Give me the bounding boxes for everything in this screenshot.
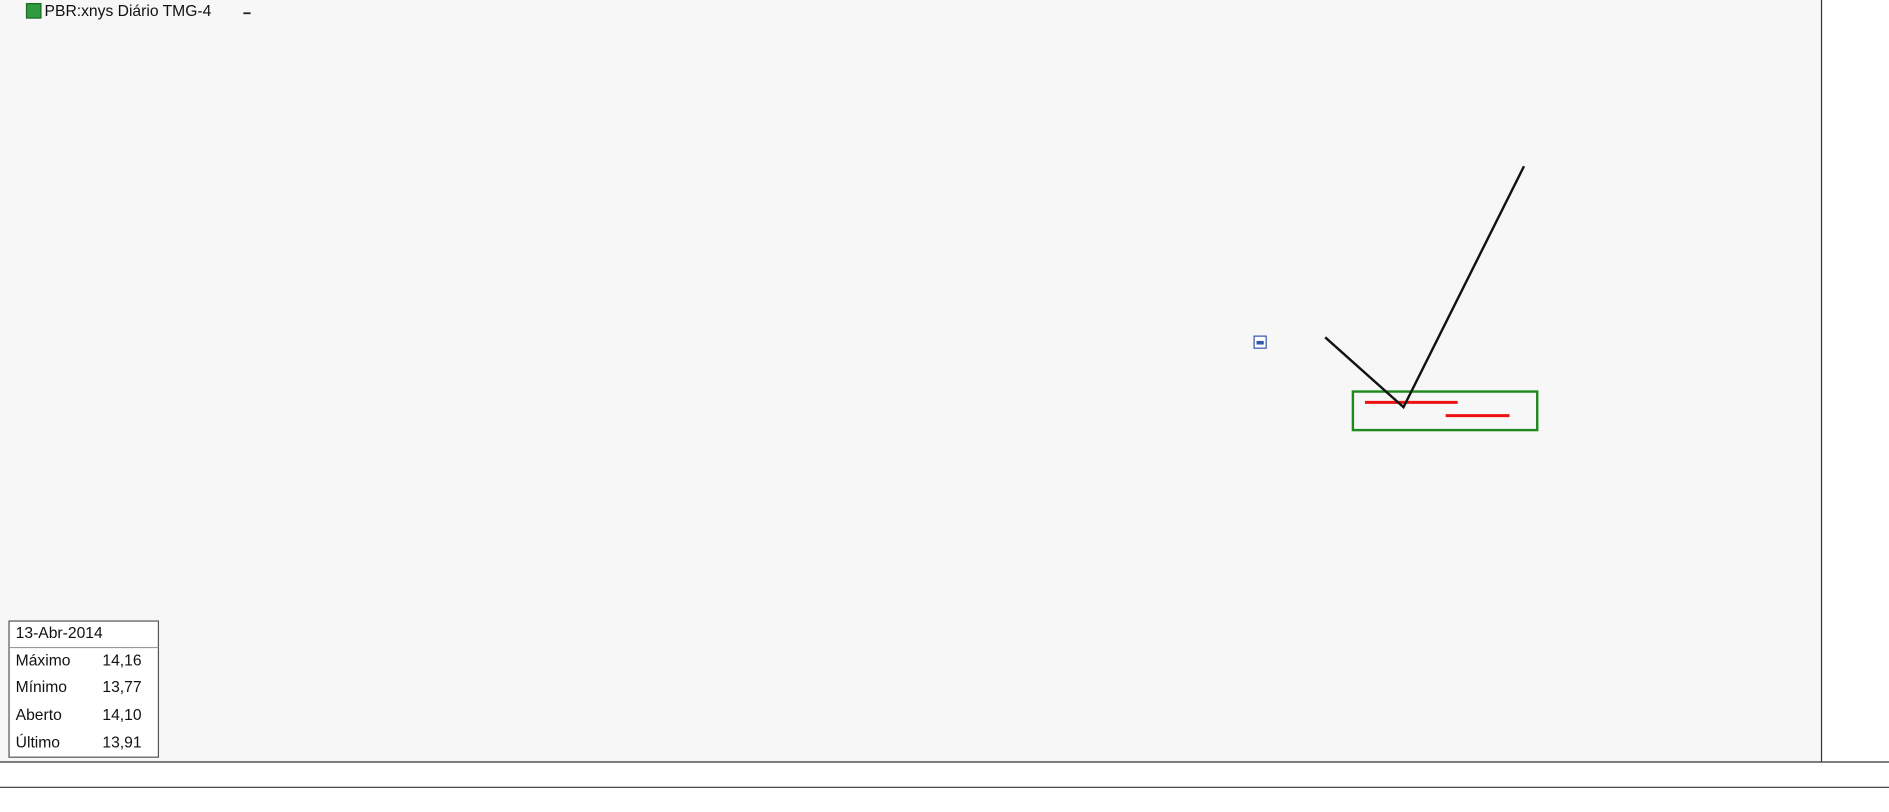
info-value: 14,16 (102, 653, 141, 670)
drawn-rectangle (1351, 390, 1539, 432)
info-box: 13-Abr-2014 Máximo 14,16 Mínimo 13,77 Ab… (8, 620, 160, 758)
info-label: Mínimo (16, 679, 68, 696)
info-value: 14,10 (102, 707, 141, 724)
y-axis-area (1821, 0, 1889, 762)
title-bar: PBR:xnys Diário TMG-4 (25, 3, 251, 20)
event-marker-icon (1256, 340, 1264, 345)
drawn-trend (1324, 165, 1526, 410)
info-label: Aberto (16, 707, 62, 724)
info-label: Último (16, 732, 61, 751)
drawings (1253, 165, 1539, 432)
info-value: 13,91 (102, 734, 141, 751)
info-value: 13,77 (102, 679, 141, 696)
title-icon (25, 3, 42, 19)
info-label: Máximo (16, 653, 71, 670)
info-box-frame (8, 620, 160, 758)
info-date: 13-Abr-2014 (16, 625, 103, 642)
axes (0, 761, 1889, 812)
plot-area (0, 0, 1822, 761)
chart-title: PBR:xnys Diário TMG-4 (45, 3, 212, 20)
